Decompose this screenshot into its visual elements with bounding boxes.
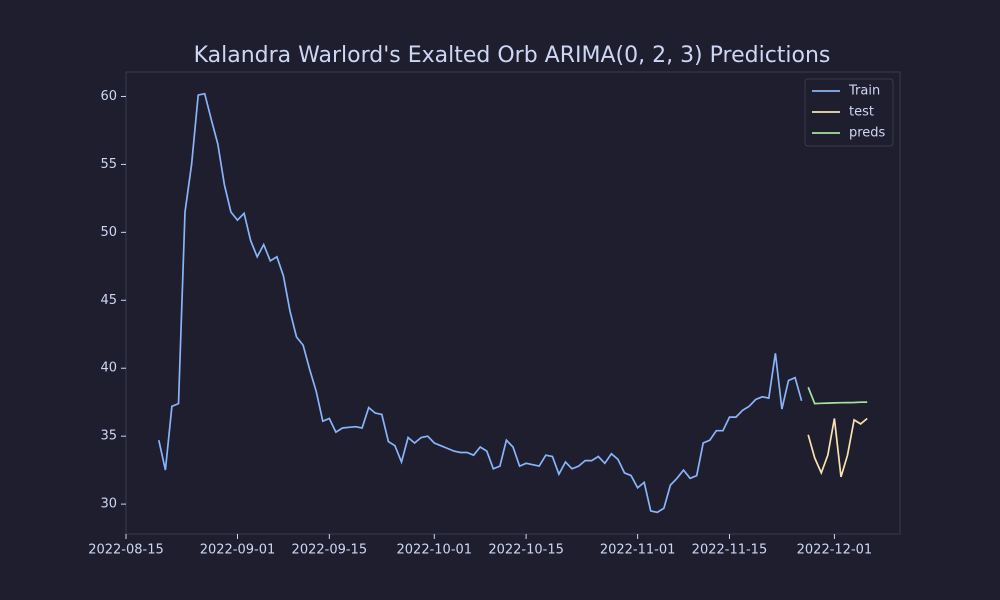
series-line xyxy=(807,386,868,405)
legend-label: test xyxy=(849,105,874,120)
legend-label: Train xyxy=(848,84,880,99)
y-tick-label: 55 xyxy=(100,157,117,172)
y-tick-label: 35 xyxy=(100,429,117,444)
series-line xyxy=(807,417,868,478)
chart-title: Kalandra Warlord's Exalted Orb ARIMA(0, … xyxy=(194,43,831,68)
plot-frame xyxy=(125,71,901,535)
series-line xyxy=(157,92,803,514)
x-tick-label: 2022-11-01 xyxy=(600,543,676,558)
legend-box xyxy=(804,78,894,147)
legend-label: preds xyxy=(849,126,886,141)
x-tick-label: 2022-09-15 xyxy=(292,543,368,558)
x-tick-label: 2022-10-15 xyxy=(488,543,564,558)
y-tick-label: 60 xyxy=(100,89,117,104)
y-tick-label: 30 xyxy=(100,497,117,512)
x-tick-label: 2022-12-01 xyxy=(797,543,873,558)
x-tick-label: 2022-11-15 xyxy=(692,543,768,558)
x-tick-label: 2022-08-15 xyxy=(88,543,164,558)
y-tick-label: 40 xyxy=(100,361,117,376)
y-tick-label: 45 xyxy=(100,293,117,308)
x-tick-label: 2022-09-01 xyxy=(200,543,276,558)
y-tick-label: 50 xyxy=(100,225,117,240)
x-tick-label: 2022-10-01 xyxy=(397,543,473,558)
